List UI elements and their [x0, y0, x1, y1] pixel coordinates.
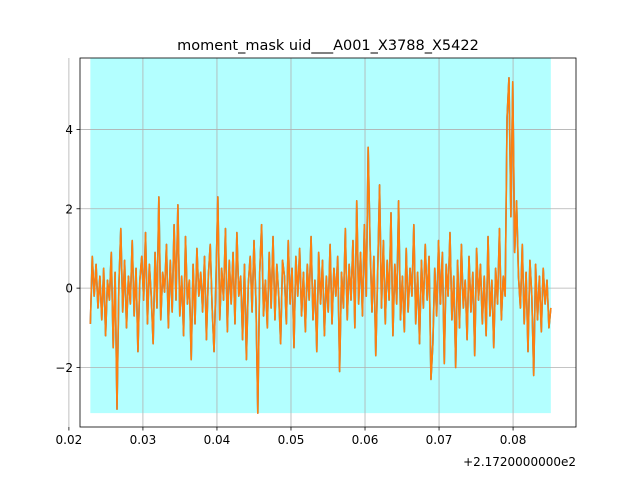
- y-tick-label: 0: [65, 282, 73, 296]
- y-tick-label: −2: [55, 361, 73, 375]
- x-tick-label: 0.06: [352, 433, 379, 447]
- x-tick-label: 0.02: [56, 433, 83, 447]
- x-tick-label: 0.08: [500, 433, 527, 447]
- y-tick-label: 4: [65, 123, 73, 137]
- axes-frame: [79, 57, 577, 428]
- x-tick-label: 0.03: [130, 433, 157, 447]
- x-tick-label: 0.04: [204, 433, 231, 447]
- series-line-2: [89, 77, 552, 414]
- plot-area: [68, 57, 577, 428]
- x-tick-label: 0.05: [278, 433, 305, 447]
- x-tick-label: 0.07: [426, 433, 453, 447]
- y-axis: −2 0 2 4: [55, 123, 80, 375]
- x-axis: 0.02 0.03 0.04 0.05 0.06 0.07 0.08: [56, 427, 527, 447]
- chart-title: moment_mask uid___A001_X3788_X5422: [177, 38, 479, 54]
- y-tick-label: 2: [65, 202, 73, 216]
- x-offset-label: +2.1720000000e2: [463, 455, 576, 469]
